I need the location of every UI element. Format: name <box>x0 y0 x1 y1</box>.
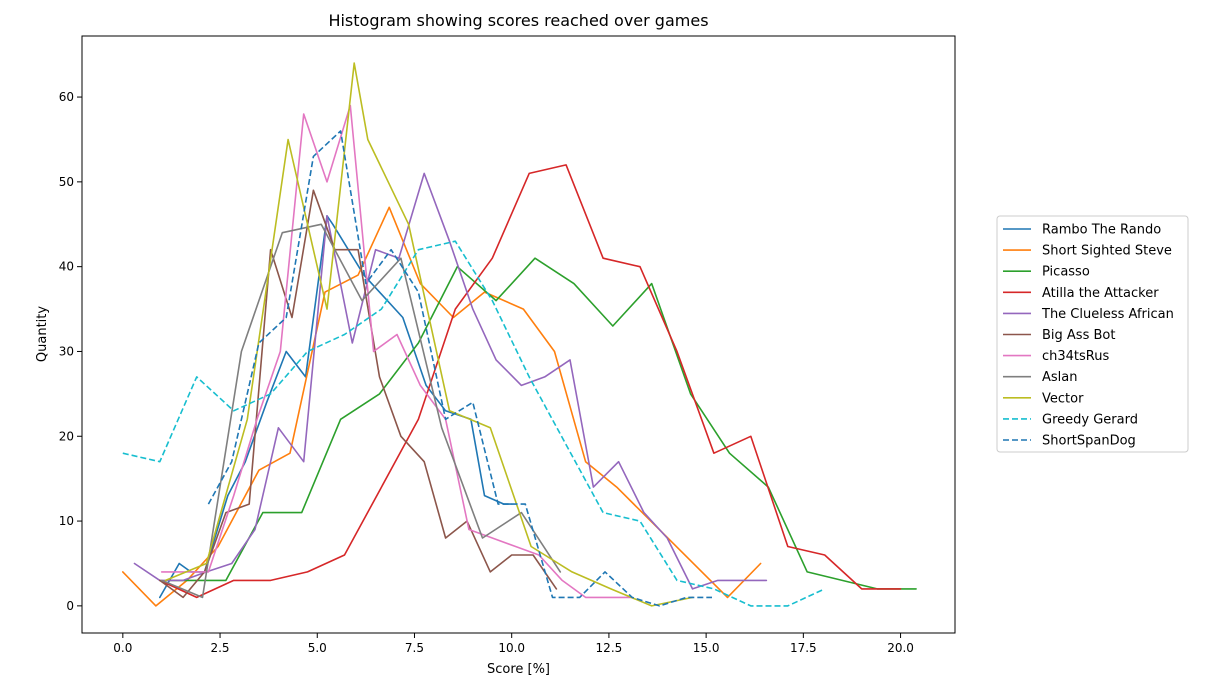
series-line-big-ass-bot <box>159 189 558 599</box>
y-axis-ticks: 0 10 20 30 40 50 60 <box>59 90 82 613</box>
series-line-picasso <box>168 257 917 590</box>
legend-label: Greedy Gerard <box>1042 412 1138 427</box>
y-tick-label: 40 <box>59 260 74 274</box>
legend-label: Big Ass Bot <box>1042 328 1115 343</box>
legend: Rambo The Rando Short Sighted Steve Picass… <box>996 215 1189 453</box>
series-line-short-sighted-steve <box>122 206 762 607</box>
legend-label: ShortSpanDog <box>1042 434 1136 449</box>
series-line-shortspandog <box>207 130 712 607</box>
series-line-ch34tsrus <box>160 104 634 599</box>
x-tick-label: 0.0 <box>113 641 132 655</box>
legend-label: Picasso <box>1042 265 1090 280</box>
x-axis-ticks: 0.0 2.5 5.0 7.5 10.0 12.5 15.0 17.5 20.0 <box>113 633 914 655</box>
x-tick-label: 5.0 <box>308 641 327 655</box>
plot-area-frame <box>81 35 956 634</box>
x-tick-label: 12.5 <box>596 641 623 655</box>
series-line-greedy-gerard <box>122 240 826 607</box>
series-line-the-clueless-african <box>133 172 768 590</box>
x-tick-label: 10.0 <box>498 641 525 655</box>
y-tick-label: 50 <box>59 175 74 189</box>
y-tick-label: 20 <box>59 429 74 443</box>
y-tick-label: 30 <box>59 344 74 358</box>
legend-label: Atilla the Attacker <box>1042 286 1159 301</box>
x-tick-label: 15.0 <box>693 641 720 655</box>
y-tick-label: 0 <box>66 599 74 613</box>
legend-label: ch34tsRus <box>1042 349 1109 364</box>
legend-label: Rambo The Rando <box>1042 223 1161 238</box>
x-tick-label: 17.5 <box>790 641 817 655</box>
plot-lines <box>122 62 917 607</box>
x-tick-label: 20.0 <box>887 641 914 655</box>
series-line-atilla-the-attacker <box>159 164 902 599</box>
y-tick-label: 60 <box>59 90 74 104</box>
x-axis-label: Score [%] <box>487 662 550 677</box>
legend-label: Short Sighted Steve <box>1042 244 1172 259</box>
y-tick-label: 10 <box>59 514 74 528</box>
x-tick-label: 2.5 <box>210 641 229 655</box>
legend-label: Aslan <box>1042 370 1077 385</box>
x-tick-label: 7.5 <box>405 641 424 655</box>
legend-frame <box>996 215 1189 453</box>
y-axis-label: Quantity <box>35 306 50 362</box>
series-line-vector <box>164 62 694 607</box>
legend-label: Vector <box>1042 391 1084 406</box>
chart-title: Histogram showing scores reached over ga… <box>328 11 708 30</box>
series-line-aslan <box>160 223 562 599</box>
legend-label: The Clueless African <box>1041 307 1174 322</box>
